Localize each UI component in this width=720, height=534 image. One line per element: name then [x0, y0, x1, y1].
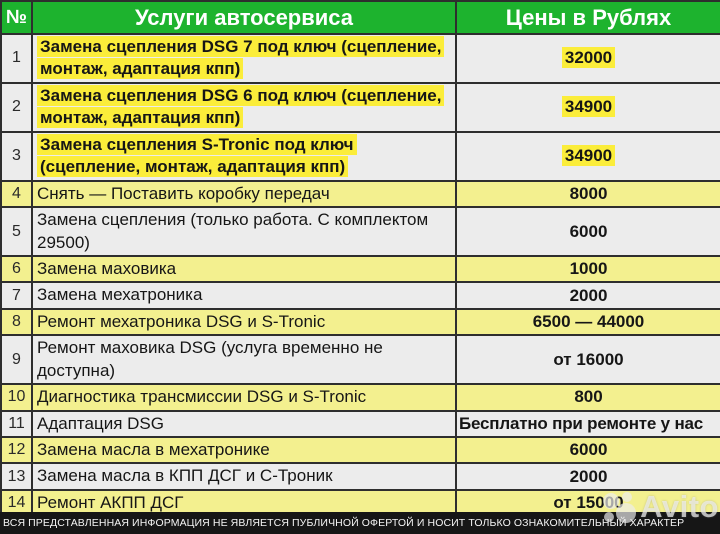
service-price: 32000	[561, 47, 616, 69]
price-table: № Услуги автосервиса Цены в Рублях 1 Зам…	[0, 0, 720, 518]
service-name: Ремонт маховика DSG (услуга временно не …	[31, 334, 457, 386]
service-name: Снять — Поставить коробку передач	[31, 179, 457, 209]
row-number: 12	[0, 435, 33, 465]
row-number: 13	[0, 462, 33, 491]
table-row: 7 Замена мехатроника 2000	[0, 281, 720, 310]
disclaimer-bar: ВСЯ ПРЕДСТАВЛЕННАЯ ИНФОРМАЦИЯ НЕ ЯВЛЯЕТС…	[0, 512, 720, 534]
table-row: 6 Замена маховика 1000	[0, 254, 720, 284]
table-header-row: № Услуги автосервиса Цены в Рублях	[0, 0, 720, 35]
col-header-services: Услуги автосервиса	[31, 0, 457, 35]
row-number: 6	[0, 254, 33, 284]
service-name: Замена сцепления DSG 6 под ключ (сцеплен…	[37, 84, 445, 129]
service-price: 6000	[455, 206, 720, 257]
row-number: 11	[0, 409, 33, 439]
service-price: 6500 — 44000	[455, 307, 720, 337]
row-number: 3	[0, 130, 33, 182]
service-price: 6000	[455, 435, 720, 465]
service-name: Замена маховика	[31, 254, 457, 284]
service-price: Бесплатно при ремонте у нас	[455, 409, 720, 439]
disclaimer-text: ВСЯ ПРЕДСТАВЛЕННАЯ ИНФОРМАЦИЯ НЕ ЯВЛЯЕТС…	[3, 517, 685, 529]
service-name: Ремонт мехатроника DSG и S-Tronic	[31, 307, 457, 337]
col-header-num: №	[0, 0, 33, 35]
table-row: 8 Ремонт мехатроника DSG и S-Tronic 6500…	[0, 307, 720, 337]
service-price: 2000	[455, 462, 720, 491]
service-price: от 16000	[455, 334, 720, 386]
table-row: 10 Диагностика трансмиссии DSG и S-Troni…	[0, 383, 720, 412]
row-number: 1	[0, 33, 33, 84]
table-row: 3 Замена сцепления S-Tronic под ключ (сц…	[0, 130, 720, 182]
service-name: Адаптация DSG	[31, 409, 457, 439]
col-header-prices: Цены в Рублях	[455, 0, 720, 35]
service-price: 800	[455, 383, 720, 412]
service-name: Диагностика трансмиссии DSG и S-Tronic	[31, 383, 457, 412]
service-name: Замена сцепления (только работа. С компл…	[31, 206, 457, 257]
service-price: 1000	[455, 254, 720, 284]
table-row: 13 Замена масла в КПП ДСГ и С-Троник 200…	[0, 462, 720, 491]
row-number: 5	[0, 206, 33, 257]
row-number: 8	[0, 307, 33, 337]
table-row: 1 Замена сцепления DSG 7 под ключ (сцепл…	[0, 33, 720, 84]
table-row: 2 Замена сцепления DSG 6 под ключ (сцепл…	[0, 81, 720, 133]
service-price: 8000	[455, 179, 720, 209]
service-price: 34900	[561, 96, 616, 118]
table-row: 5 Замена сцепления (только работа. С ком…	[0, 206, 720, 257]
row-number: 7	[0, 281, 33, 310]
service-name: Замена масла в КПП ДСГ и С-Троник	[31, 462, 457, 491]
table-row: 9 Ремонт маховика DSG (услуга временно н…	[0, 334, 720, 386]
service-name: Замена мехатроника	[31, 281, 457, 310]
table-row: 11 Адаптация DSG Бесплатно при ремонте у…	[0, 409, 720, 439]
table-row: 4 Снять — Поставить коробку передач 8000	[0, 179, 720, 209]
service-price: 34900	[561, 145, 616, 167]
row-number: 4	[0, 179, 33, 209]
service-name: Замена масла в мехатронике	[31, 435, 457, 465]
table-row: 12 Замена масла в мехатронике 6000	[0, 435, 720, 465]
row-number: 9	[0, 334, 33, 386]
service-name: Замена сцепления S-Tronic под ключ (сцеп…	[37, 133, 357, 178]
service-name: Замена сцепления DSG 7 под ключ (сцеплен…	[37, 36, 445, 80]
row-number: 2	[0, 81, 33, 133]
row-number: 10	[0, 383, 33, 412]
service-price: 2000	[455, 281, 720, 310]
